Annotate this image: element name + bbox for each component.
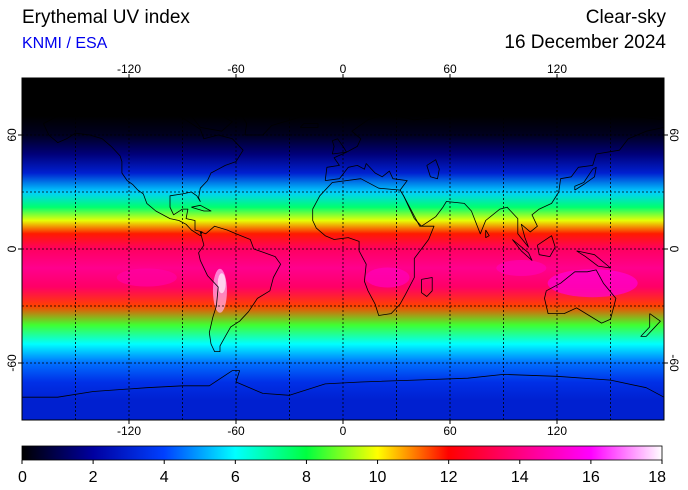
coastline-antarctica xyxy=(22,370,665,398)
data-source-label: KNMI / ESA xyxy=(22,35,108,52)
date-label: 16 December 2024 xyxy=(504,32,666,53)
coastline-iceland xyxy=(299,123,319,128)
altiplano-hotspot xyxy=(217,273,226,294)
lon-label-top: 0 xyxy=(340,62,347,76)
coastline-sri-lanka xyxy=(485,229,490,238)
map-title: Erythemal UV index xyxy=(22,7,190,28)
coastline-japan xyxy=(574,166,597,191)
lon-label-top: -60 xyxy=(227,62,245,76)
lat-label-left: 60 xyxy=(5,128,19,142)
lat-label-right: 60 xyxy=(667,128,681,142)
graticule xyxy=(22,78,664,420)
coastline-caspian xyxy=(426,159,440,180)
colorbar-labels: 0 2 4 6 8 10 12 14 16 18 xyxy=(18,469,666,486)
colorbar-label: 14 xyxy=(511,469,529,486)
colorbar-ticks xyxy=(21,460,663,464)
africa-hotspot xyxy=(365,267,410,288)
coastline-borneo xyxy=(537,235,556,257)
colorbar-label: 10 xyxy=(369,469,387,486)
colorbar-label: 2 xyxy=(89,469,98,486)
coastline-cuba xyxy=(191,204,212,212)
colorbar-label: 8 xyxy=(302,469,311,486)
lon-label-top: 60 xyxy=(443,62,457,76)
coastline-uk xyxy=(331,138,347,155)
lon-label-bottom: 60 xyxy=(443,424,457,438)
colorbar-label: 18 xyxy=(648,469,666,486)
lon-label-bottom: 120 xyxy=(547,424,567,438)
axis-ticks xyxy=(18,74,668,424)
sky-condition-label: Clear-sky xyxy=(585,7,666,28)
coastline-new-zealand xyxy=(640,313,661,337)
coastline-africa xyxy=(312,178,435,316)
coastline-eurasia xyxy=(324,102,665,248)
australia-hotspot xyxy=(547,269,638,298)
lon-label-bottom: -120 xyxy=(117,424,141,438)
coastline-south-america xyxy=(198,225,281,352)
lon-label-top: 120 xyxy=(547,62,567,76)
axis-labels: -120 -120 -60 -60 0 0 60 60 120 120 60 60 0 0 -60 -60 xyxy=(5,62,681,438)
lat-label-right: -60 xyxy=(667,354,681,372)
colorbar-label: 0 xyxy=(18,469,27,486)
lat-label-left: 0 xyxy=(5,245,19,252)
lon-label-bottom: 0 xyxy=(340,424,347,438)
uv-hotspots xyxy=(116,260,638,313)
colorbar-label: 6 xyxy=(231,469,240,486)
lon-label-top: -120 xyxy=(117,62,141,76)
coastline-baffin xyxy=(191,111,233,132)
pacific-hotspot xyxy=(116,268,177,287)
colorbar-label: 16 xyxy=(582,469,600,486)
lon-label-bottom: -60 xyxy=(227,424,245,438)
coastline-north-america xyxy=(43,111,244,237)
lat-label-left: -60 xyxy=(5,354,19,372)
coastline-greenland xyxy=(221,92,308,136)
colorbar-label: 12 xyxy=(440,469,458,486)
indian-ocean-hotspot xyxy=(496,260,547,276)
colorbar xyxy=(21,445,663,461)
coastline-new-guinea xyxy=(576,250,611,269)
lat-label-right: 0 xyxy=(667,246,681,253)
coastlines xyxy=(22,92,665,398)
colorbar-label: 4 xyxy=(160,469,169,486)
coastline-sumatra xyxy=(512,239,533,261)
coastline-madagascar xyxy=(421,277,433,297)
